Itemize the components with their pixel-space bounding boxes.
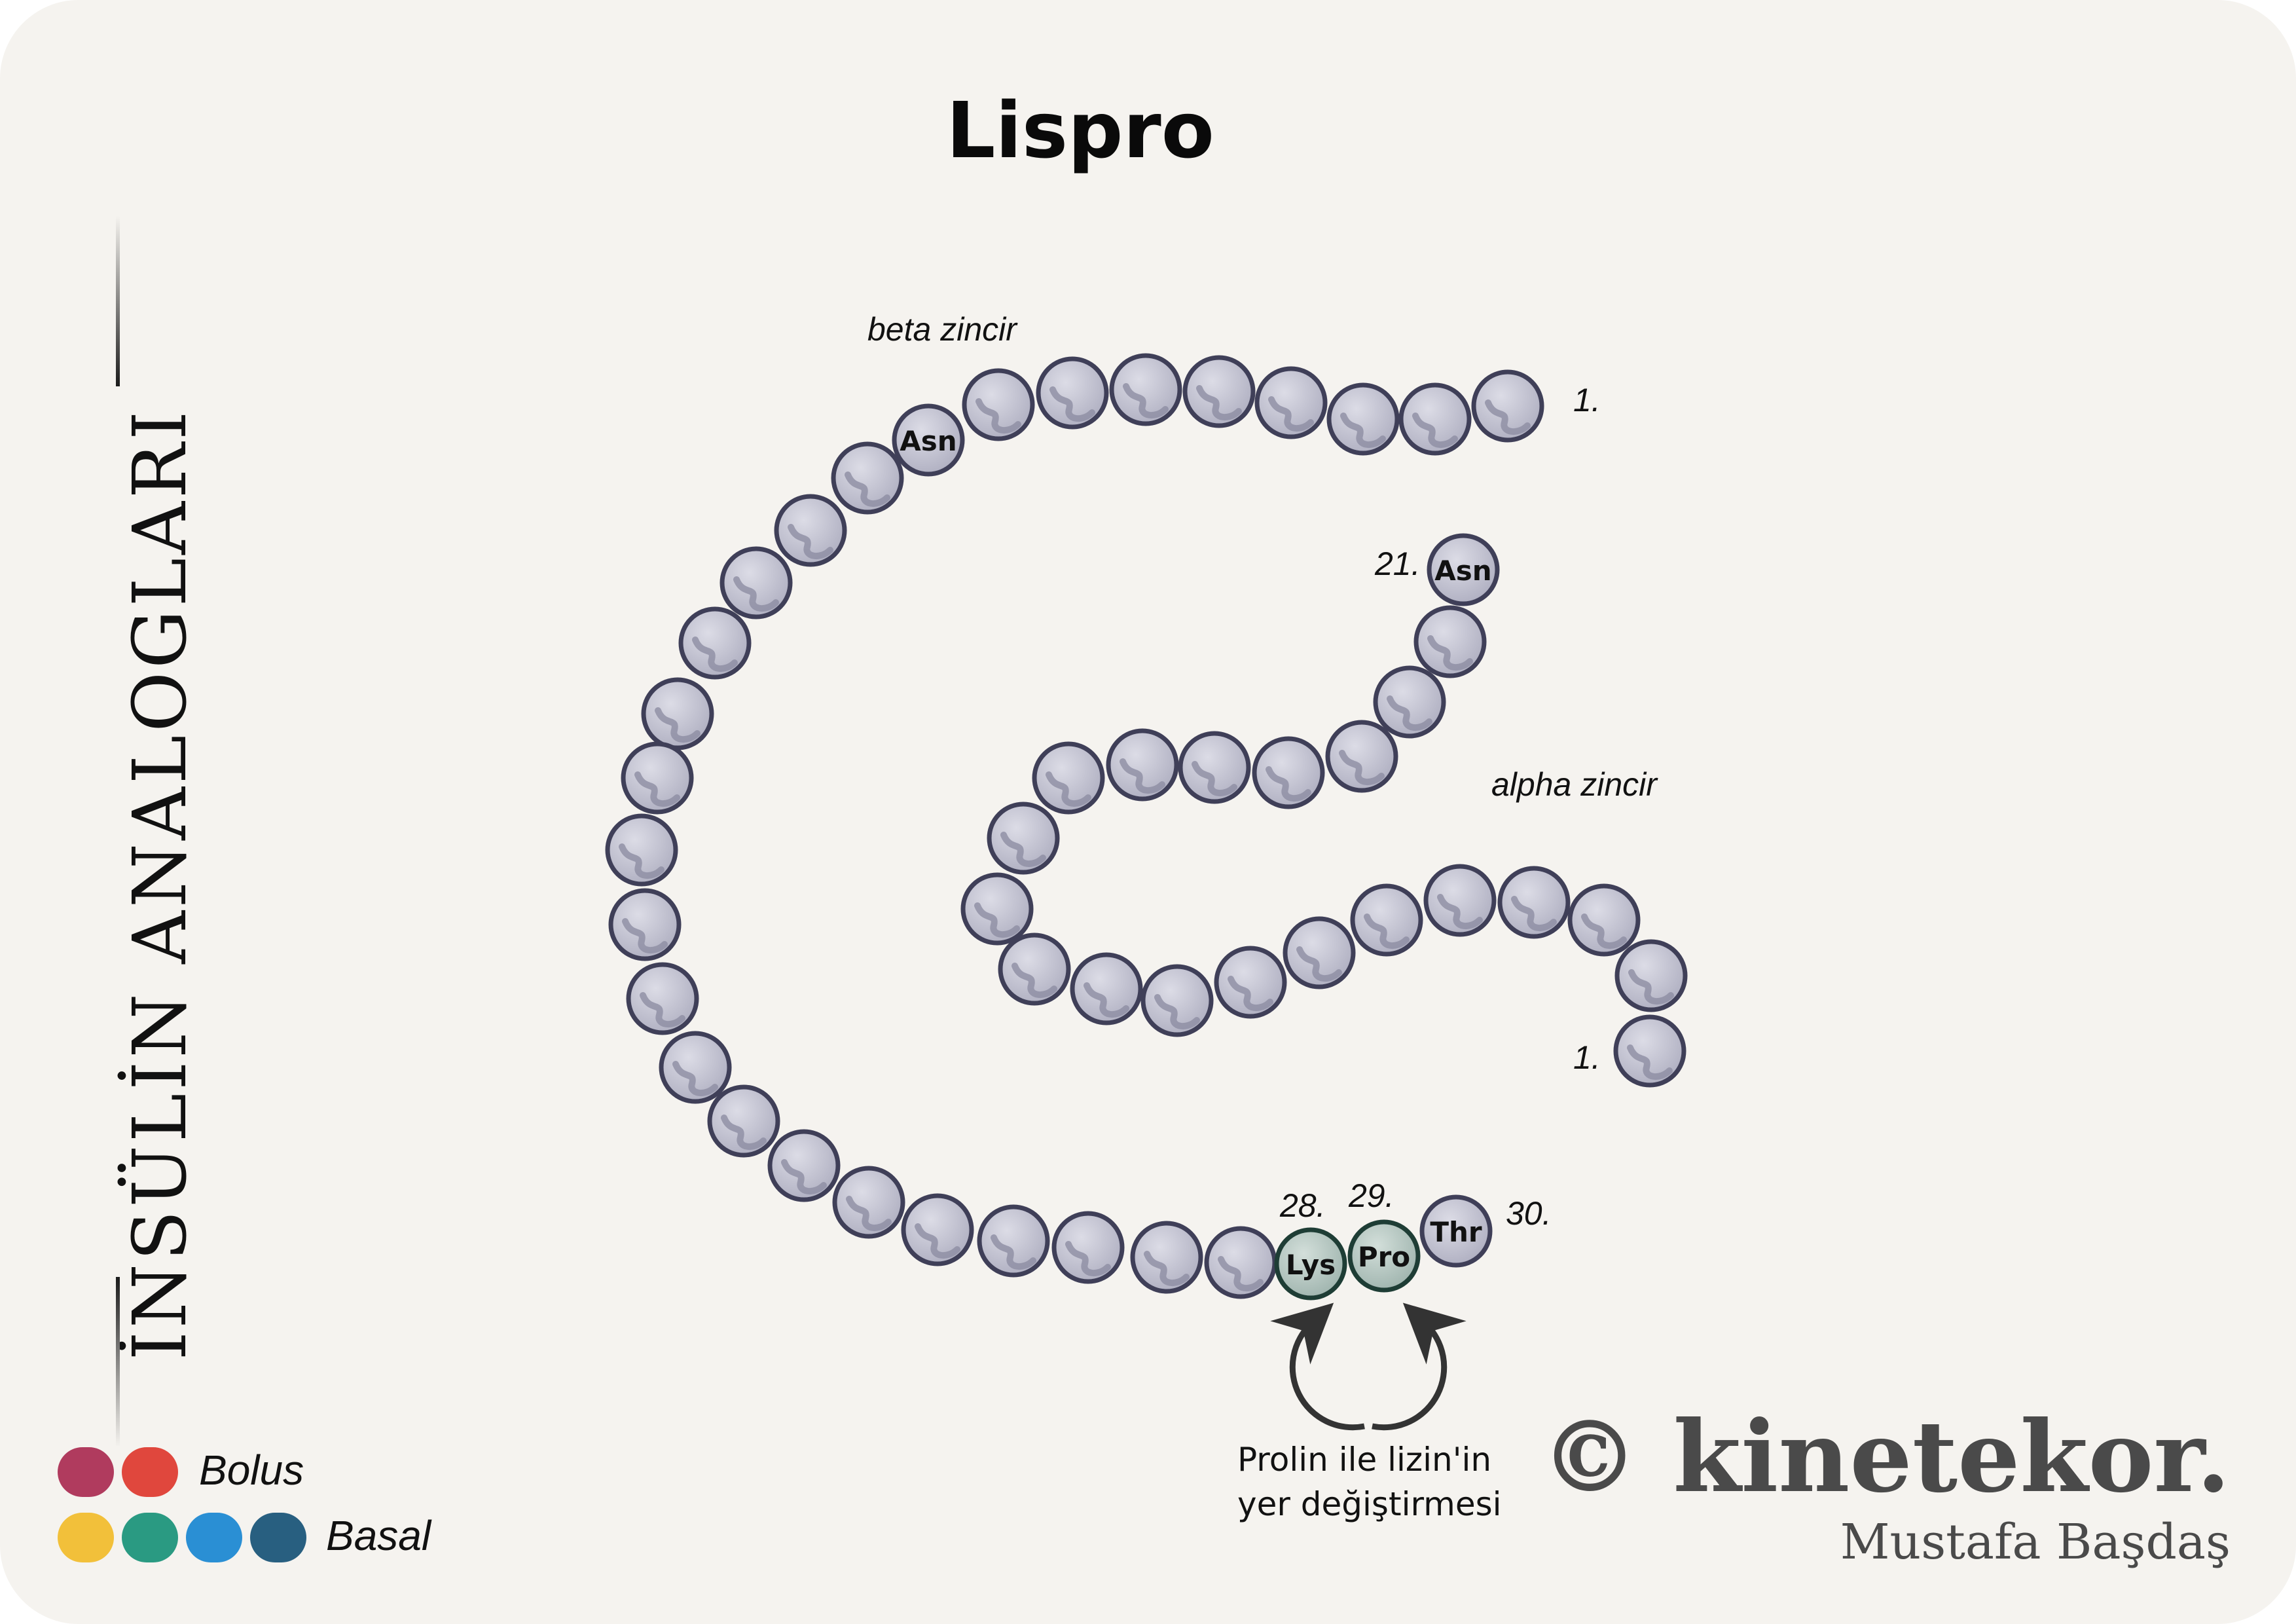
beta-chain-bead [659,1031,732,1104]
amino-acid-chain: Asn Lys Pro Thr Asn [605,353,1688,1301]
alpha-chain-bead [1567,883,1641,957]
legend-dot-basal-4 [250,1513,306,1562]
position-28-label: 28. [1279,1187,1326,1224]
residue-thr-30: Thr [1419,1194,1493,1268]
side-divider-top [116,216,120,386]
residue-pro-29: Pro [1347,1219,1421,1293]
beta-chain-bead [977,1204,1050,1278]
alpha-end-label: 21. [1374,545,1421,582]
alpha-chain-bead [1178,731,1251,804]
beta-chain-bead [1051,1211,1125,1284]
brand-signature: © kinetekor. Mustafa Başdaş [1540,1401,2231,1572]
alpha-chain-bead [1140,964,1214,1037]
alpha-chain-bead [1106,728,1179,802]
beta-chain-bead [774,494,847,567]
residue-lys-28: Lys [1274,1227,1347,1301]
brand-name: © kinetekor. [1540,1399,2231,1515]
beta-chain-bead [1204,1226,1277,1299]
swap-arrow-right [1372,1302,1467,1431]
beta-chain-bead [1471,369,1544,443]
beta-chain-bead [1254,366,1328,439]
legend-dot-bolus-1 [58,1447,114,1497]
alpha-chain-bead [987,802,1060,875]
position-29-label: 29. [1348,1177,1394,1214]
beta-chain-bead [608,888,682,961]
beta-start-label: 1. [1573,382,1601,418]
page-title: Lispro [946,85,1214,175]
swap-caption-line1: Prolin ile lizin'in [1237,1441,1492,1479]
legend-basal-label: Basal [326,1512,431,1559]
legend-dot-basal-2 [122,1513,178,1562]
alpha-chain-bead [1070,952,1143,1025]
alpha-chain-bead [1214,946,1287,1019]
residue-pro-29-label: Pro [1358,1241,1410,1273]
alpha-asn-residue-21-label: Asn [1434,555,1491,587]
alpha-chain-label: alpha zincir [1491,766,1658,803]
position-30-label: 30. [1506,1195,1552,1232]
beta-chain-bead [1036,356,1109,430]
beta-chain-bead [626,962,699,1035]
beta-chain-bead [678,606,752,680]
beta-chain-bead [832,1166,905,1239]
beta-chain-label: beta zincir [867,311,1018,348]
beta-chain-bead [1109,353,1182,426]
legend-dot-basal-1 [58,1513,114,1562]
side-divider-bottom [116,1277,120,1447]
residue-lys-28-label: Lys [1286,1249,1336,1281]
alpha-chain-bead [1032,741,1105,815]
beta-chain-bead [767,1129,841,1202]
swap-caption: Prolin ile lizin'in yer değiştirmesi [1237,1437,1502,1526]
residue-thr-30-label: Thr [1430,1216,1482,1248]
alpha-chain-bead [960,872,1034,946]
alpha-start-label: 1. [1573,1039,1601,1076]
alpha-chain-bead [1413,605,1487,678]
alpha-asn-residue-21: Asn [1427,533,1500,606]
alpha-chain-bead [1613,1014,1686,1088]
alpha-chain-bead [1373,665,1446,739]
beta-chain-bead [1130,1221,1203,1294]
alpha-chain-bead [1423,864,1497,937]
beta-asn-residue: Asn [892,403,965,477]
alpha-chain-bead [998,932,1071,1006]
swap-arrow-left [1270,1302,1365,1431]
beta-chain-bead [1398,382,1472,456]
legend-bolus-label: Bolus [199,1447,304,1494]
beta-chain-bead [1326,382,1400,456]
beta-chain-bead [1182,355,1256,428]
beta-chain-bead [720,546,793,619]
beta-asn-residue-label: Asn [900,425,957,457]
alpha-chain-bead [1252,736,1325,809]
beta-chain-bead [707,1084,780,1158]
alpha-chain-bead [1614,939,1688,1012]
alpha-chain-bead [1497,866,1571,939]
alpha-chain-bead [1283,916,1356,989]
beta-chain-bead [605,813,678,887]
legend-dot-basal-3 [186,1513,242,1562]
swap-caption-line2: yer değiştirmesi [1237,1485,1502,1523]
alpha-chain-bead [1350,883,1423,957]
beta-chain-bead [962,368,1035,441]
legend-dot-bolus-2 [122,1447,178,1497]
brand-author: Mustafa Başdaş [1840,1514,2231,1570]
alpha-chain-bead [1325,720,1398,793]
beta-chain-bead [901,1193,974,1266]
beta-chain-bead [621,741,694,815]
beta-chain-bead [831,441,904,515]
beta-chain-bead [641,677,714,750]
